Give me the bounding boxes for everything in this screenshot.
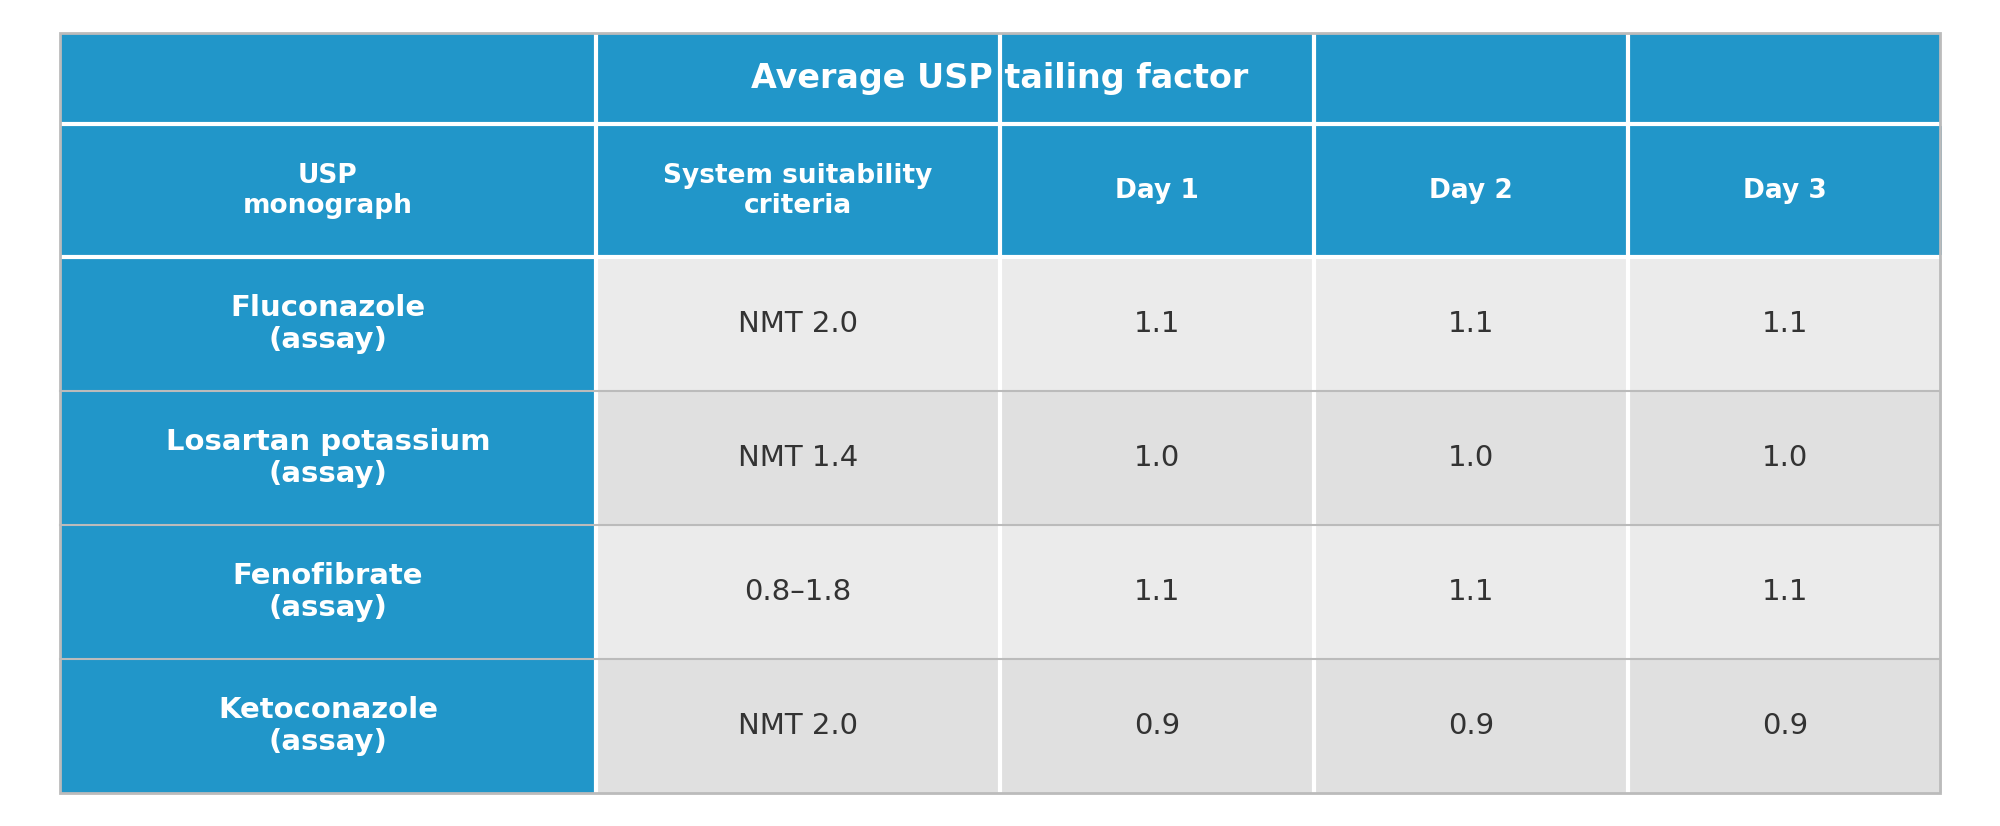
- Text: Average USP tailing factor: Average USP tailing factor: [752, 62, 1248, 95]
- Text: 1.0: 1.0: [1762, 444, 1808, 472]
- Bar: [596, 257, 1000, 392]
- Bar: [1628, 659, 1942, 793]
- Text: 1.0: 1.0: [1448, 444, 1494, 472]
- Text: Losartan potassium
(assay): Losartan potassium (assay): [166, 428, 490, 488]
- Text: 0.9: 0.9: [1134, 712, 1180, 740]
- Bar: [596, 124, 1000, 257]
- Bar: [1000, 257, 1314, 392]
- Bar: [1000, 124, 1314, 257]
- Bar: [1314, 257, 1628, 392]
- Text: 1.1: 1.1: [1762, 311, 1808, 338]
- Bar: [60, 124, 596, 257]
- Bar: [1314, 659, 1628, 793]
- Text: Day 1: Day 1: [1116, 178, 1198, 204]
- Text: 0.9: 0.9: [1762, 712, 1808, 740]
- Bar: [1628, 392, 1942, 525]
- Text: 1.1: 1.1: [1134, 578, 1180, 606]
- Text: 0.8–1.8: 0.8–1.8: [744, 578, 852, 606]
- Bar: [596, 525, 1000, 659]
- Text: Day 3: Day 3: [1744, 178, 1826, 204]
- Text: Fluconazole
(assay): Fluconazole (assay): [230, 294, 426, 354]
- Text: 1.1: 1.1: [1448, 311, 1494, 338]
- Bar: [1000, 525, 1314, 659]
- Text: Day 2: Day 2: [1430, 178, 1512, 204]
- Bar: [60, 392, 596, 525]
- Text: NMT 2.0: NMT 2.0: [738, 712, 858, 740]
- Text: Fenofibrate
(assay): Fenofibrate (assay): [232, 562, 424, 622]
- Bar: [596, 392, 1000, 525]
- Text: 1.1: 1.1: [1134, 311, 1180, 338]
- Text: 0.9: 0.9: [1448, 712, 1494, 740]
- Text: USP
monograph: USP monograph: [242, 163, 412, 219]
- Bar: [60, 33, 1940, 124]
- Bar: [1628, 525, 1942, 659]
- Bar: [1314, 525, 1628, 659]
- Bar: [60, 525, 596, 659]
- Text: NMT 1.4: NMT 1.4: [738, 444, 858, 472]
- Text: 1.1: 1.1: [1762, 578, 1808, 606]
- Bar: [60, 257, 596, 392]
- Bar: [1628, 257, 1942, 392]
- Bar: [1314, 124, 1628, 257]
- Text: System suitability
criteria: System suitability criteria: [664, 163, 932, 219]
- Text: 1.0: 1.0: [1134, 444, 1180, 472]
- Text: Ketoconazole
(assay): Ketoconazole (assay): [218, 695, 438, 756]
- Bar: [60, 659, 596, 793]
- Bar: [1314, 392, 1628, 525]
- Bar: [1000, 659, 1314, 793]
- Text: 1.1: 1.1: [1448, 578, 1494, 606]
- Bar: [1628, 124, 1942, 257]
- Bar: [596, 659, 1000, 793]
- Bar: [1000, 392, 1314, 525]
- Text: NMT 2.0: NMT 2.0: [738, 311, 858, 338]
